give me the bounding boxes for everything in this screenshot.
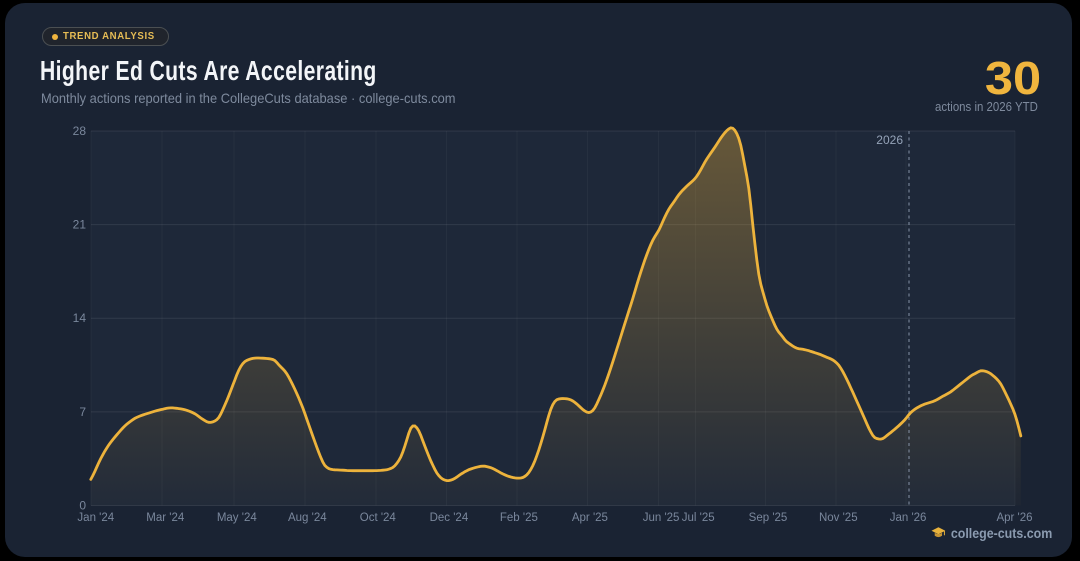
svg-text:Feb '25: Feb '25 [500, 512, 538, 524]
svg-text:Oct '24: Oct '24 [360, 512, 397, 524]
svg-text:Apr '25: Apr '25 [572, 512, 608, 524]
svg-text:21: 21 [73, 218, 87, 232]
svg-text:7: 7 [79, 405, 86, 419]
svg-text:Apr '26: Apr '26 [996, 512, 1032, 524]
svg-text:Jul '25: Jul '25 [682, 512, 715, 524]
svg-text:Aug '24: Aug '24 [288, 512, 327, 524]
svg-text:Jan '26: Jan '26 [890, 512, 927, 524]
svg-text:Sep '25: Sep '25 [749, 512, 788, 524]
svg-text:Mar '24: Mar '24 [146, 512, 185, 524]
svg-text:0: 0 [79, 499, 86, 513]
svg-text:14: 14 [73, 311, 87, 325]
svg-text:Dec '24: Dec '24 [430, 512, 469, 524]
svg-text:28: 28 [73, 124, 87, 138]
svg-text:May '24: May '24 [217, 512, 258, 524]
svg-text:Jun '25: Jun '25 [643, 512, 680, 524]
svg-text:2026: 2026 [876, 133, 903, 147]
svg-text:Jan '24: Jan '24 [77, 512, 114, 524]
svg-text:Nov '25: Nov '25 [819, 512, 858, 524]
